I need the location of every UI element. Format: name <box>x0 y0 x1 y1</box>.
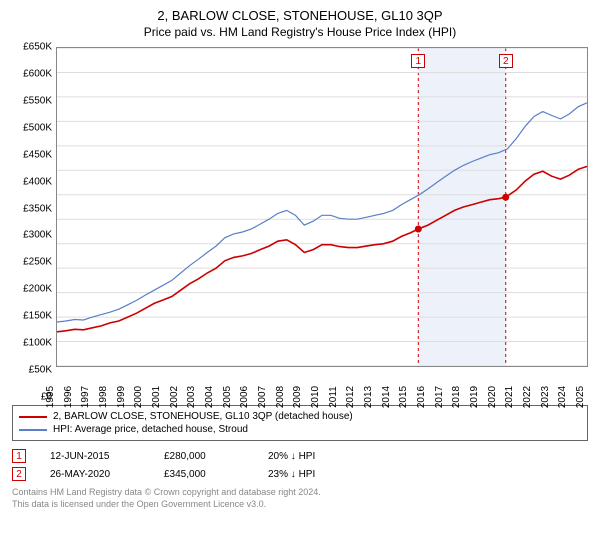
x-tick-label: 2023 <box>540 386 551 408</box>
y-tick-label: £200K <box>23 284 52 295</box>
x-tick-label: 2014 <box>381 386 392 408</box>
y-tick-label: £550K <box>23 95 52 106</box>
x-tick-label: 1997 <box>80 386 91 408</box>
x-tick-label: 2024 <box>557 386 568 408</box>
x-tick-label: 2000 <box>133 386 144 408</box>
y-tick-label: £350K <box>23 203 52 214</box>
x-tick-label: 2005 <box>222 386 233 408</box>
x-tick-label: 2011 <box>328 386 339 408</box>
y-tick-label: £150K <box>23 311 52 322</box>
sale-date: 26-MAY-2020 <box>50 469 140 480</box>
x-tick-label: 1996 <box>63 386 74 408</box>
x-tick-label: 2012 <box>345 386 356 408</box>
sale-delta: 20% ↓ HPI <box>268 451 315 462</box>
legend-label: 2, BARLOW CLOSE, STONEHOUSE, GL10 3QP (d… <box>53 411 353 422</box>
x-tick-label: 2001 <box>151 386 162 408</box>
y-tick-label: £50K <box>29 365 52 376</box>
x-tick-label: 2021 <box>504 386 515 408</box>
sale-delta: 23% ↓ HPI <box>268 469 315 480</box>
footer-line: This data is licensed under the Open Gov… <box>12 499 588 511</box>
x-tick-label: 2003 <box>186 386 197 408</box>
plot-area: 12 <box>56 47 588 367</box>
footer: Contains HM Land Registry data © Crown c… <box>12 487 588 510</box>
x-tick-label: 1999 <box>116 386 127 408</box>
x-tick-label: 1998 <box>98 386 109 408</box>
y-tick-label: £600K <box>23 68 52 79</box>
sale-row: 2 26-MAY-2020 £345,000 23% ↓ HPI <box>12 465 588 483</box>
y-tick-label: £250K <box>23 257 52 268</box>
footer-line: Contains HM Land Registry data © Crown c… <box>12 487 588 499</box>
legend-row: 2, BARLOW CLOSE, STONEHOUSE, GL10 3QP (d… <box>19 410 581 423</box>
chart-title: 2, BARLOW CLOSE, STONEHOUSE, GL10 3QP <box>12 8 588 23</box>
chart: £0£50K£100K£150K£200K£250K£300K£350K£400… <box>12 47 588 397</box>
x-tick-label: 2006 <box>239 386 250 408</box>
sale-row: 1 12-JUN-2015 £280,000 20% ↓ HPI <box>12 447 588 465</box>
x-tick-label: 2019 <box>469 386 480 408</box>
y-tick-label: £450K <box>23 149 52 160</box>
x-tick-label: 2009 <box>292 386 303 408</box>
legend-swatch <box>19 429 47 431</box>
sale-flag: 1 <box>12 449 26 463</box>
sale-date: 12-JUN-2015 <box>50 451 140 462</box>
sale-marker-flag: 1 <box>411 54 425 68</box>
x-tick-label: 2010 <box>310 386 321 408</box>
x-tick-label: 2016 <box>416 386 427 408</box>
y-tick-label: £400K <box>23 176 52 187</box>
sales-table: 1 12-JUN-2015 £280,000 20% ↓ HPI 2 26-MAY-202… <box>12 447 588 483</box>
x-tick-label: 2002 <box>169 386 180 408</box>
sale-price: £280,000 <box>164 451 244 462</box>
sale-price: £345,000 <box>164 469 244 480</box>
legend-swatch <box>19 416 47 418</box>
x-tick-label: 2022 <box>522 386 533 408</box>
y-tick-label: £100K <box>23 338 52 349</box>
x-tick-label: 1995 <box>45 386 56 408</box>
legend-row: HPI: Average price, detached house, Stro… <box>19 423 581 436</box>
x-axis-labels: 1995199619971998199920002001200220032004… <box>56 367 588 397</box>
x-tick-label: 2020 <box>487 386 498 408</box>
sale-flag: 2 <box>12 467 26 481</box>
y-tick-label: £300K <box>23 230 52 241</box>
x-tick-label: 2025 <box>575 386 586 408</box>
sale-marker-flag: 2 <box>499 54 513 68</box>
legend: 2, BARLOW CLOSE, STONEHOUSE, GL10 3QP (d… <box>12 405 588 441</box>
page: 2, BARLOW CLOSE, STONEHOUSE, GL10 3QP Pr… <box>0 0 600 560</box>
x-tick-label: 2007 <box>257 386 268 408</box>
chart-subtitle: Price paid vs. HM Land Registry's House … <box>12 25 588 39</box>
x-tick-label: 2013 <box>363 386 374 408</box>
y-tick-label: £650K <box>23 42 52 53</box>
legend-label: HPI: Average price, detached house, Stro… <box>53 424 248 435</box>
x-tick-label: 2017 <box>434 386 445 408</box>
x-tick-label: 2008 <box>275 386 286 408</box>
y-tick-label: £500K <box>23 122 52 133</box>
x-tick-label: 2018 <box>451 386 462 408</box>
x-tick-label: 2004 <box>204 386 215 408</box>
x-tick-label: 2015 <box>398 386 409 408</box>
y-axis-labels: £0£50K£100K£150K£200K£250K£300K£350K£400… <box>12 47 56 397</box>
